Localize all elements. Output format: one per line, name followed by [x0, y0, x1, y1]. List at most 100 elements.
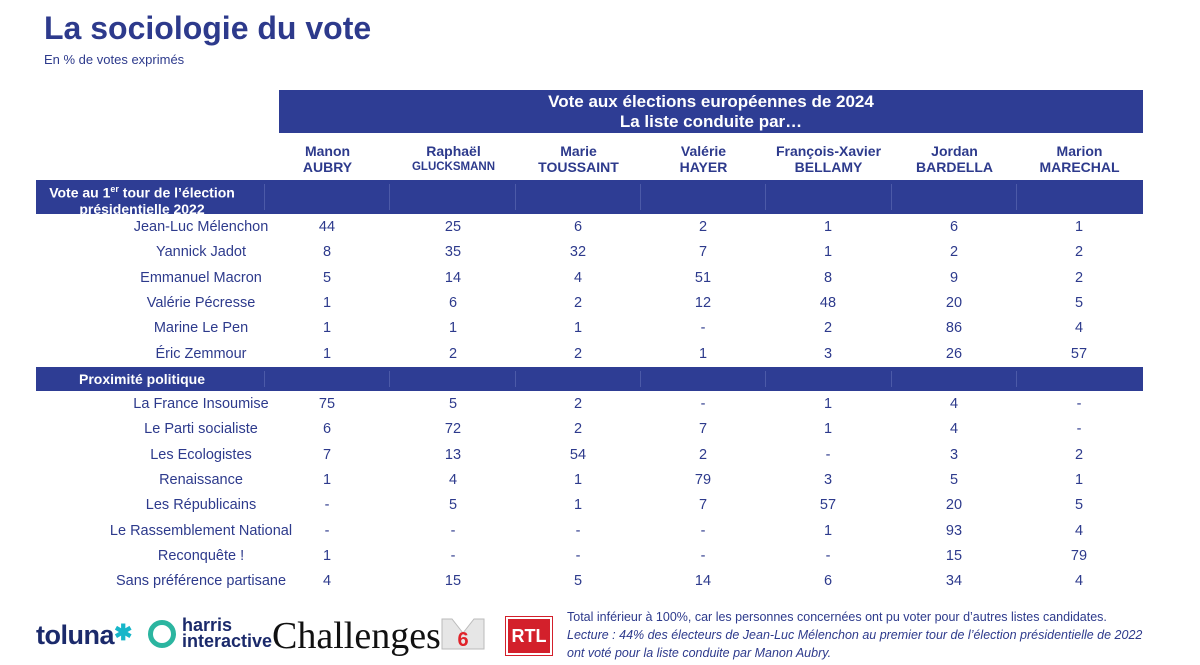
column-separator: [765, 371, 766, 387]
table-cell: 5: [448, 396, 458, 412]
row-label: Le Parti socialiste: [144, 421, 258, 438]
table-row: La France Insoumise 75 5 2 - 1 4 -: [36, 392, 1143, 417]
table-cell: 1: [823, 396, 833, 412]
m6-logo: 6: [441, 618, 485, 651]
rtl-logo: RTL: [506, 617, 552, 655]
row-label: Éric Zemmour: [155, 345, 247, 362]
table-cell: 51: [694, 269, 712, 286]
table-cell: 2: [1074, 269, 1084, 286]
footnote-total: Total inférieur à 100%, car les personne…: [567, 610, 1107, 624]
table-cell: -: [450, 522, 456, 539]
candidate-header: Raphaël GLUCKSMANN: [391, 143, 516, 175]
table-row: Reconquête ! 1 - - - - 15 79: [36, 544, 1143, 569]
candidate-header: Marion MARECHAL: [1017, 143, 1142, 175]
table-cell: 4: [1074, 522, 1084, 539]
table-cell: 7: [698, 421, 708, 438]
table-cell: 1: [322, 547, 332, 564]
table-cell: 2: [573, 294, 583, 311]
table-cell: 1: [573, 320, 583, 337]
table-row: Le Rassemblement National - - - - 1 93 4: [36, 519, 1143, 544]
table-cell: 72: [444, 421, 462, 438]
table-cell: -: [825, 547, 831, 564]
candidate-header: Manon AUBRY: [265, 143, 390, 175]
row-label: Valérie Pécresse: [146, 294, 256, 311]
table-cell: 1: [823, 522, 833, 539]
table-cell: 44: [318, 219, 336, 235]
table-cell: 6: [448, 294, 458, 311]
candidate-first-name: Raphaël: [426, 143, 481, 159]
column-separator: [264, 184, 265, 210]
table-cell: 1: [823, 421, 833, 438]
table-cell: -: [700, 547, 706, 564]
table-cell: -: [700, 320, 706, 337]
row-label: Renaissance: [159, 471, 243, 488]
banner-line-2: La liste conduite par…: [619, 112, 803, 131]
table-cell: 3: [823, 471, 833, 488]
table-cell: 14: [694, 573, 712, 590]
table-cell: -: [450, 547, 456, 564]
table-cell: 8: [823, 269, 833, 286]
table-cell: 6: [322, 421, 332, 438]
candidate-last-name: BARDELLA: [916, 159, 993, 175]
table-cell: 1: [823, 244, 833, 261]
row-label: Yannick Jadot: [155, 244, 246, 261]
table-cell: 4: [1074, 573, 1084, 590]
table-cell: 2: [698, 219, 708, 235]
table-cell: 3: [949, 446, 959, 463]
column-separator: [264, 371, 265, 387]
table-cell: 4: [573, 269, 583, 286]
row-label: Sans préférence partisane: [115, 573, 287, 590]
row-label: Emmanuel Macron: [140, 269, 262, 286]
table-cell: 2: [698, 446, 708, 463]
table-cell: 86: [945, 320, 963, 337]
column-separator: [389, 184, 390, 210]
table-cell: 2: [949, 244, 959, 261]
harris-ring-icon: [148, 620, 176, 648]
table-cell: -: [324, 497, 330, 514]
table-cell: 5: [573, 573, 583, 590]
table-cell: 7: [698, 497, 708, 514]
table-row: Marine Le Pen 1 1 1 - 2 86 4: [36, 316, 1143, 341]
table-cell: 2: [573, 421, 583, 438]
table-cell: 1: [573, 497, 583, 514]
column-separator: [891, 371, 892, 387]
candidate-header: Jordan BARDELLA: [892, 143, 1017, 175]
table-cell: 15: [444, 573, 462, 590]
candidate-header: François-Xavier BELLAMY: [766, 143, 891, 175]
column-separator: [891, 184, 892, 210]
column-separator: [515, 184, 516, 210]
table-cell: 1: [322, 345, 332, 362]
table-cell: -: [575, 547, 581, 564]
table-cell: 7: [698, 244, 708, 261]
column-separator: [640, 184, 641, 210]
table-row: Renaissance 1 4 1 79 3 5 1: [36, 468, 1143, 493]
page-title: La sociologie du vote: [44, 10, 372, 46]
candidate-first-name: Marie: [560, 143, 597, 159]
candidate-first-name: Valérie: [680, 143, 727, 159]
table-row: Éric Zemmour 1 2 2 1 3 26 57: [36, 342, 1143, 367]
section-header-presidentielle: Vote au 1er tour de l’élection président…: [36, 180, 1143, 217]
table-cell: 57: [1070, 345, 1088, 362]
table-cell: 9: [949, 269, 959, 286]
table-cell: 2: [1074, 244, 1084, 261]
table-row: Le Parti socialiste 6 72 2 7 1 4 -: [36, 417, 1143, 442]
table-cell: 2: [823, 320, 833, 337]
row-label: Marine Le Pen: [153, 320, 249, 337]
table-row: Jean-Luc Mélenchon 44 25 6 2 1 6 1: [36, 215, 1143, 240]
column-separator: [765, 184, 766, 210]
table-cell: 1: [573, 471, 583, 488]
table-row: Les Ecologistes 7 13 54 2 - 3 2: [36, 443, 1143, 468]
candidate-first-name: François-Xavier: [775, 143, 882, 159]
table-row: Sans préférence partisane 4 15 5 14 6 34 4: [36, 569, 1143, 594]
table-row: Valérie Pécresse 1 6 2 12 48 20 5: [36, 291, 1143, 316]
table-cell: 2: [573, 345, 583, 362]
banner-line-1: Vote aux élections européennes de 2024: [548, 92, 874, 111]
footnote-lecture: Lecture : 44% des électeurs de Jean-Luc …: [567, 628, 1143, 660]
table-cell: 6: [573, 219, 583, 235]
candidate-last-name: MARECHAL: [1039, 159, 1120, 175]
candidate-first-name: Jordan: [931, 143, 978, 159]
table-cell: 20: [945, 497, 963, 514]
table-cell: 1: [1074, 219, 1084, 235]
table-cell: 1: [322, 471, 332, 488]
row-label: Les Républicains: [145, 497, 257, 514]
